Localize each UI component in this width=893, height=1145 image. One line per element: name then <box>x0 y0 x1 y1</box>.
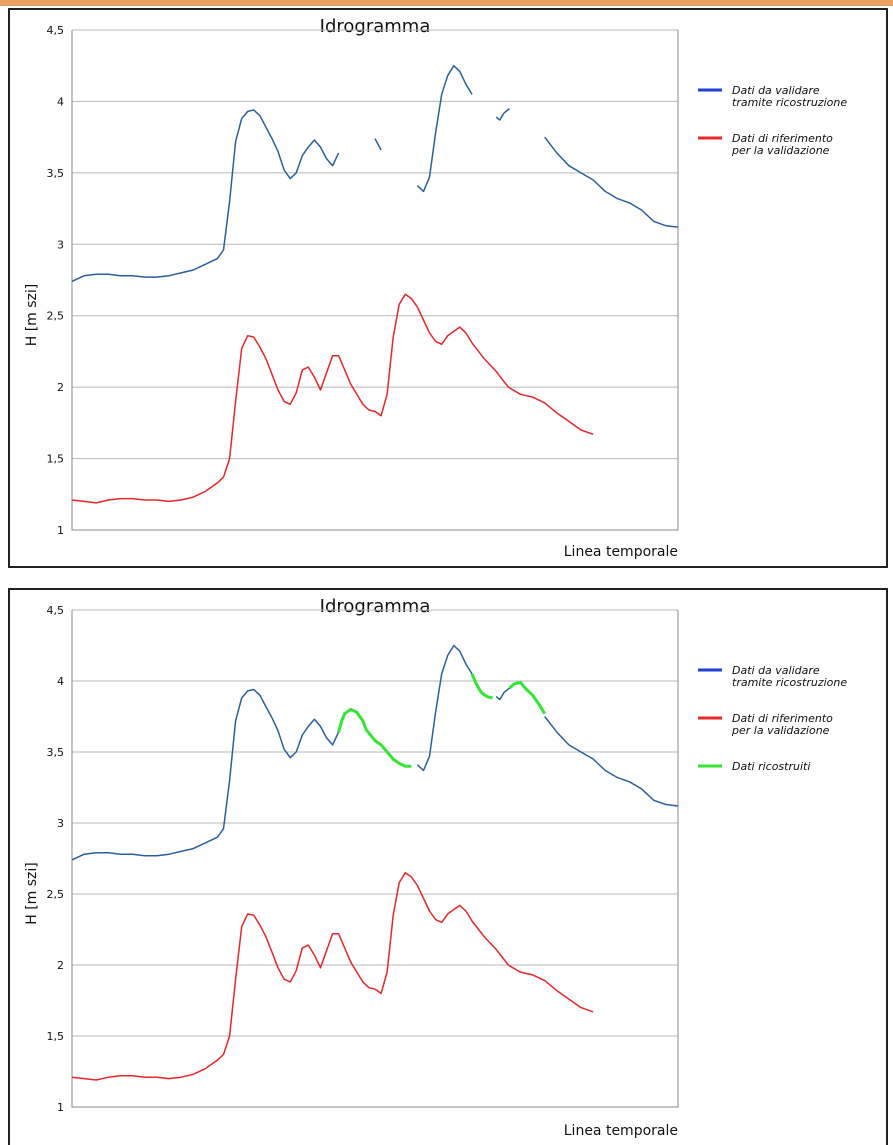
y-tick-label: 4,5 <box>47 24 65 37</box>
legend-label: per la validazione <box>731 724 830 737</box>
y-tick-label: 3 <box>57 817 64 830</box>
y-tick-label: 2 <box>57 959 64 972</box>
legend-label: Dati di riferimento <box>732 132 833 145</box>
series-line <box>544 716 679 807</box>
series-line <box>337 707 368 733</box>
y-tick-label: 2 <box>57 381 64 394</box>
legend-label: Dati da validare <box>732 84 820 97</box>
y-tick-label: 4 <box>57 675 64 688</box>
y-tick-label: 3 <box>57 238 64 251</box>
x-axis-label: Linea temporale <box>564 544 678 560</box>
chart-title: Idrogramma <box>320 596 431 617</box>
y-tick-label: 1 <box>57 1101 64 1114</box>
y-tick-label: 2,5 <box>47 888 65 901</box>
hydrograph-chart-1: Idrogramma 1 1,5 2 2,5 3 3,5 4 4,5 H [m szi] Linea… <box>24 16 847 560</box>
legend-label: tramite ricostruzione <box>732 676 847 689</box>
series-line <box>470 673 493 700</box>
series-line <box>71 688 340 861</box>
series-line <box>71 293 594 504</box>
series-line <box>416 64 473 193</box>
plot-frame <box>71 610 679 1108</box>
y-tick-label: 3,5 <box>47 167 65 180</box>
y-tick-label: 3,5 <box>47 746 65 759</box>
series-line <box>495 687 510 701</box>
series-line <box>364 728 412 768</box>
legend-label: Dati ricostruiti <box>732 760 810 773</box>
x-axis-label: Linea temporale <box>564 1123 678 1139</box>
series-line <box>416 644 473 772</box>
legend-label: per la validazione <box>731 144 830 157</box>
y-tick-label: 1 <box>57 524 64 537</box>
y-tick-label: 2,5 <box>47 310 65 323</box>
y-axis-label: H [m szi] <box>24 862 40 925</box>
series-line <box>374 138 382 151</box>
series-line <box>71 109 340 283</box>
y-tick-label: 4,5 <box>47 604 65 617</box>
chart-panel-1: Idrogramma 1 1,5 2 2,5 3 3,5 4 4,5 H [m szi] Linea… <box>8 8 888 568</box>
hydrograph-chart-2: Idrogramma 1 1,5 2 2,5 3 3,5 4 4,5 H [m szi] Linea… <box>24 596 847 1139</box>
y-tick-label: 1,5 <box>47 453 65 466</box>
series-line <box>508 680 546 715</box>
y-tick-label: 1,5 <box>47 1030 65 1043</box>
y-axis-label: H [m szi] <box>24 284 40 347</box>
plot-frame <box>71 30 679 531</box>
y-tick-label: 4 <box>57 95 64 108</box>
legend-label: tramite ricostruzione <box>732 96 847 109</box>
chart-panel-2: Idrogramma 1 1,5 2 2,5 3 3,5 4 4,5 H [m szi] Linea… <box>8 588 888 1145</box>
legend-label: Dati da validare <box>732 664 820 677</box>
chart-title: Idrogramma <box>320 16 431 37</box>
top-strip <box>0 0 893 6</box>
legend-label: Dati di riferimento <box>732 712 833 725</box>
series-line <box>495 108 510 121</box>
series-line <box>544 136 679 228</box>
series-line <box>71 871 594 1081</box>
